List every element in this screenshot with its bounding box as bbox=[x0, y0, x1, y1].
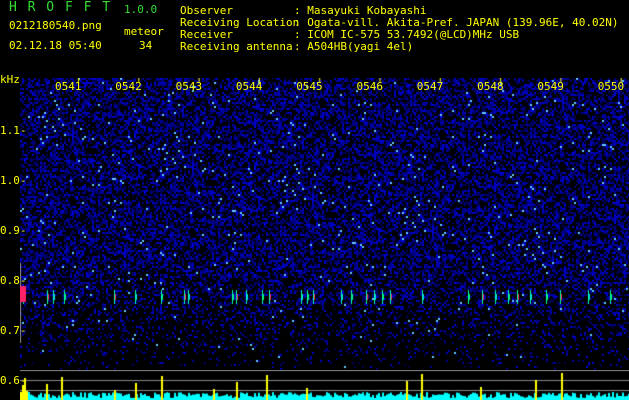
meteor-count: 34 bbox=[139, 39, 153, 52]
info-value-observer: : Masayuki Kobayashi bbox=[294, 4, 427, 17]
y-tick-label: 0.8- bbox=[0, 274, 27, 287]
time-tick-label: 0546 bbox=[356, 80, 384, 93]
y-tick-label: 1.0- bbox=[0, 174, 27, 187]
app-version: 1.0.0 bbox=[124, 3, 158, 16]
time-tick-label: 0547 bbox=[416, 80, 444, 93]
info-value-receiver: : ICOM IC-575 53.7492(@LCD)MHz USB bbox=[294, 28, 520, 41]
time-tick-label: 0541 bbox=[55, 80, 82, 93]
info-label-receiver: Receiver bbox=[180, 28, 233, 41]
meteor-label: meteor bbox=[124, 25, 164, 38]
info-value-antenna: : A504HB(yagi 4el) bbox=[294, 40, 414, 53]
time-tick-label: 0542 bbox=[115, 80, 142, 93]
y-tick-label: 0.7- bbox=[0, 324, 27, 337]
time-tick-label: 0544 bbox=[235, 80, 263, 93]
info-value-location: : Ogata-vill. Akita-Pref. JAPAN (139.96E… bbox=[294, 16, 619, 29]
y-unit-label: kHz bbox=[0, 73, 20, 86]
y-tick-label: 1.1- bbox=[0, 124, 27, 137]
file-name: 0212180540.png bbox=[9, 19, 102, 32]
time-tick-label: 0549 bbox=[537, 80, 564, 93]
info-label-location: Receiving Location bbox=[180, 16, 300, 29]
time-tick-label: 0543 bbox=[175, 80, 203, 93]
time-tick-label: 0545 bbox=[296, 80, 323, 93]
y-tick-label: 0.6- bbox=[0, 374, 27, 387]
file-datetime: 02.12.18 05:40 bbox=[9, 39, 102, 52]
info-label-antenna: Receiving antenna bbox=[180, 40, 293, 53]
time-tick-label: 0548 bbox=[477, 80, 504, 93]
time-tick-label: 0550 bbox=[597, 80, 625, 93]
app-title: H R O F F T bbox=[9, 0, 112, 15]
meteor-histogram bbox=[20, 370, 629, 400]
y-tick-label: 0.9- bbox=[0, 224, 27, 237]
info-label-observer: Observer bbox=[180, 4, 233, 17]
spectrogram bbox=[20, 78, 629, 370]
